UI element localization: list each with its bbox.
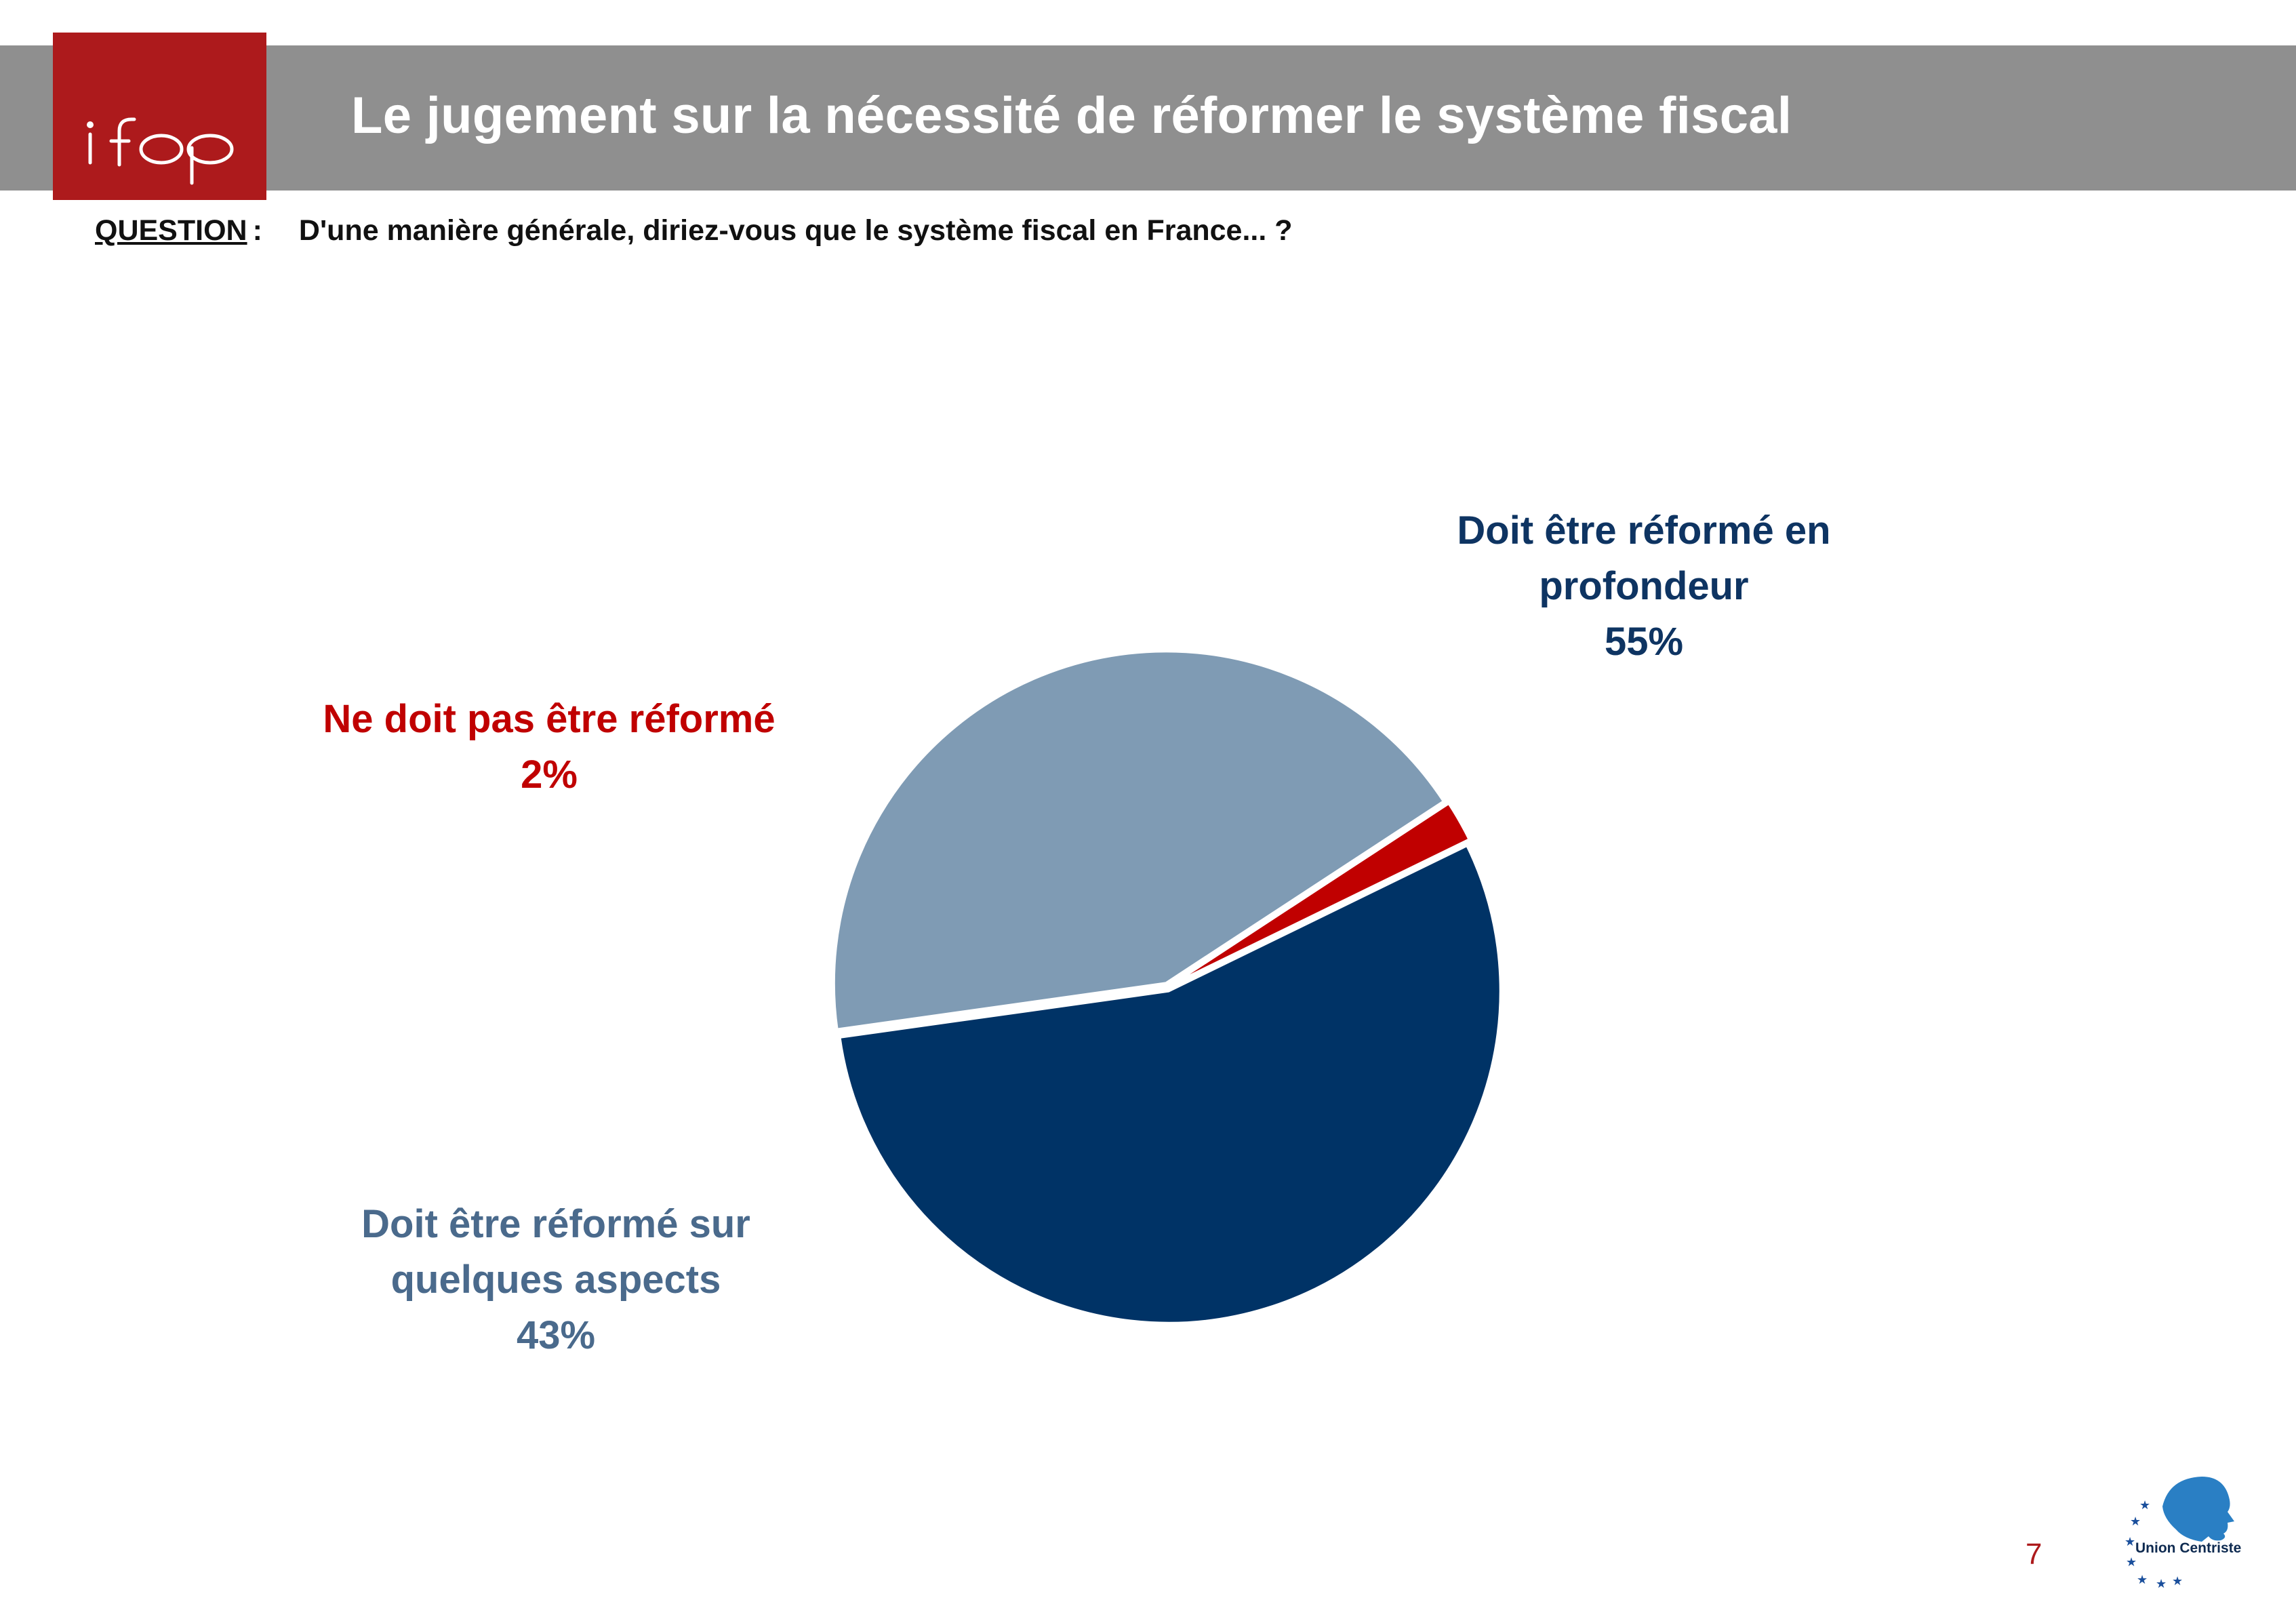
slice-value-deep-reform: 55% xyxy=(1604,620,1684,664)
pie-slice-no-reform xyxy=(1170,801,1472,986)
question-row: QUESTION: D'une manière générale, diriez-… xyxy=(95,214,1293,247)
slice-label-some-aspects-line2: quelques aspects xyxy=(390,1258,721,1302)
svg-text:★: ★ xyxy=(2139,1498,2150,1512)
pie-slice-deep-reform xyxy=(838,843,1502,1325)
slice-label-some-aspects-line1: Doit être réformé sur xyxy=(361,1202,750,1246)
slice-label-some-aspects: Doit être réformé sur quelques aspects 4… xyxy=(325,1197,786,1363)
page-number: 7 xyxy=(2026,1538,2042,1571)
question-colon: : xyxy=(252,214,262,247)
svg-text:★: ★ xyxy=(2130,1515,2141,1528)
slice-label-deep-reform: Doit être réformé en profondeur 55% xyxy=(1410,503,1878,670)
pie-slice-some-aspects xyxy=(832,649,1446,1031)
slice-value-no-reform: 2% xyxy=(521,753,578,797)
svg-text:★: ★ xyxy=(2124,1535,2135,1548)
svg-text:★: ★ xyxy=(2172,1574,2183,1588)
header-band xyxy=(0,45,2296,191)
slice-label-deep-reform-line2: profondeur xyxy=(1539,564,1749,608)
ifop-logo xyxy=(53,33,266,200)
svg-text:★: ★ xyxy=(2137,1573,2148,1586)
ifop-logo-glyph xyxy=(87,117,234,185)
slice-label-deep-reform-line1: Doit être réformé en xyxy=(1457,508,1831,553)
slice-label-no-reform: Ne doit pas être réformé 2% xyxy=(285,692,813,803)
slice-value-some-aspects: 43% xyxy=(516,1313,596,1357)
svg-text:★: ★ xyxy=(2156,1577,2167,1590)
profile-head-with-stars-icon: ★ ★ ★ ★ ★ ★ ★ xyxy=(2124,1477,2234,1590)
slide-title: Le jugement sur la nécessité de réformer… xyxy=(351,87,1792,144)
question-text: D'une manière générale, diriez-vous que … xyxy=(298,214,1293,247)
question-label: QUESTION xyxy=(95,214,247,247)
slice-label-no-reform-line1: Ne doit pas être réformé xyxy=(323,697,776,741)
partner-logo-text: Union Centriste xyxy=(2135,1540,2242,1556)
svg-text:★: ★ xyxy=(2126,1555,2137,1569)
